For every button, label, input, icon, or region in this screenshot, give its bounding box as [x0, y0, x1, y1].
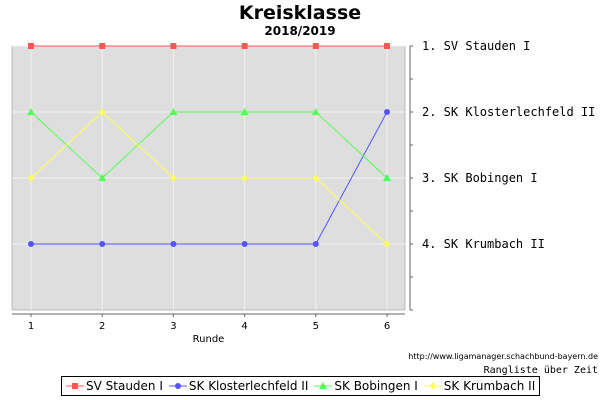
legend-item: SK Krumbach II [423, 379, 536, 393]
legend-label: SV Stauden I [86, 379, 163, 393]
x-tick-label: 3 [170, 321, 176, 332]
data-point [311, 108, 320, 115]
chart-caption: Rangliste über Zeit [484, 365, 598, 376]
data-point [169, 108, 178, 115]
legend-label: SK Klosterlechfeld II [188, 379, 309, 393]
chart-title: Kreisklasse [239, 2, 361, 24]
series-sk-bobingen-i [27, 108, 391, 181]
data-point [170, 241, 177, 247]
rank-label: 4. SK Krumbach II [422, 237, 545, 251]
data-point [98, 174, 107, 181]
legend-marker [72, 383, 78, 389]
data-point [241, 174, 248, 182]
data-point [312, 241, 319, 247]
rank-label: 2. SK Klosterlechfeld II [422, 105, 595, 119]
legend-item: SV Stauden I [66, 379, 163, 393]
x-tick-label: 2 [99, 321, 105, 332]
legend-marker [174, 383, 181, 389]
source-url: http://www.ligamanager.schachbund-bayern… [408, 352, 598, 361]
data-point [240, 108, 249, 115]
legend-swatch-icon [314, 382, 333, 389]
x-tick-label: 5 [313, 321, 319, 332]
series-line [30, 111, 388, 179]
legend-marker [429, 382, 436, 390]
legend-item: SK Bobingen I [314, 379, 418, 393]
data-point [28, 174, 34, 182]
series-sk-klosterlechfeld-ii [28, 109, 390, 247]
legend-item: SK Klosterlechfeld II [168, 379, 309, 393]
data-point [99, 108, 106, 116]
legend-swatch-icon [66, 383, 84, 389]
data-point [384, 43, 390, 49]
rank-label: 1. SV Stauden I [422, 39, 530, 53]
data-point [27, 108, 35, 115]
series-sk-krumbach-ii [28, 108, 390, 248]
legend: SV Stauden I SK Klosterlechfeld II SK Bobi… [61, 376, 541, 396]
series-sv-stauden-i [28, 43, 390, 49]
data-point [312, 43, 319, 49]
x-tick-label: 4 [241, 321, 247, 332]
chart-subtitle: 2018/2019 [264, 24, 335, 38]
data-point [312, 174, 319, 182]
series-line [31, 111, 388, 245]
data-point [383, 174, 391, 181]
legend-label: SK Krumbach II [443, 379, 536, 393]
x-tick-label: 6 [384, 321, 390, 332]
legend-swatch-icon [423, 382, 442, 390]
data-point [170, 43, 177, 49]
series-line [30, 111, 388, 245]
x-axis-label: Runde [193, 334, 225, 345]
legend-swatch-icon [168, 383, 187, 389]
rank-label: 3. SK Bobingen I [422, 171, 538, 185]
data-point [241, 43, 248, 49]
legend-marker [319, 382, 328, 389]
data-point [384, 109, 390, 115]
data-point [170, 174, 177, 182]
data-point [28, 241, 34, 247]
data-point [99, 43, 106, 49]
x-tick-label: 1 [28, 321, 34, 332]
data-point [99, 241, 106, 247]
data-point [241, 241, 248, 247]
legend-label: SK Bobingen I [334, 379, 418, 393]
data-point [28, 43, 34, 49]
data-point [384, 240, 390, 248]
